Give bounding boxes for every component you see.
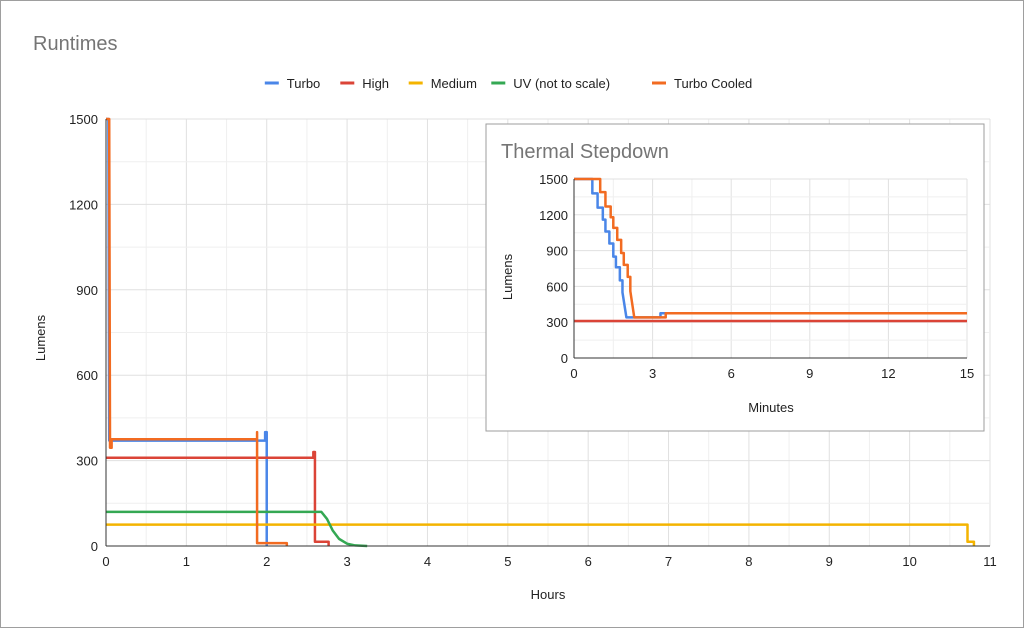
- main-x-axis-title: Hours: [531, 587, 566, 602]
- main-x-tick-label: 3: [343, 554, 350, 569]
- main-x-tick-label: 10: [902, 554, 916, 569]
- inset-x-tick-label: 0: [570, 366, 577, 381]
- main-y-tick-label: 600: [76, 368, 98, 383]
- main-x-tick-label: 1: [183, 554, 190, 569]
- inset-y-tick-label: 0: [561, 351, 568, 366]
- legend-item-turbo-cooled[interactable]: Turbo Cooled: [652, 76, 752, 91]
- inset-y-tick-label: 300: [546, 315, 568, 330]
- inset-y-tick-label: 600: [546, 279, 568, 294]
- inset-y-tick-label: 900: [546, 244, 568, 259]
- main-x-tick-label: 0: [102, 554, 109, 569]
- inset-x-tick-label: 12: [881, 366, 895, 381]
- inset-x-tick-label: 15: [960, 366, 974, 381]
- main-legend: Turbo High Medium UV (not to scale) Turbo Co…: [264, 76, 752, 91]
- main-series-turbo-cooled: [106, 117, 289, 546]
- main-x-tick-label: 5: [504, 554, 511, 569]
- inset-axes: 0 3 6 9 12 15 0 300 600 900 1200 1500: [539, 172, 974, 381]
- main-y-axis-title: Lumens: [33, 314, 48, 361]
- main-y-tick-label: 1200: [69, 197, 98, 212]
- main-x-tick-label: 2: [263, 554, 270, 569]
- main-x-tick-label: 11: [983, 554, 997, 569]
- main-x-tick-label: 4: [424, 554, 431, 569]
- main-series-uv-not-to-scale: [106, 510, 368, 548]
- main-x-tick-label: 6: [585, 554, 592, 569]
- main-chart-title: Runtimes: [33, 33, 117, 55]
- inset-series-turbo: [574, 177, 967, 319]
- main-x-tick-label: 7: [665, 554, 672, 569]
- main-series-high: [106, 450, 330, 546]
- main-y-tick-label: 300: [76, 454, 98, 469]
- legend-item-medium[interactable]: Medium: [408, 76, 477, 91]
- inset-series-turbo-cooled: [574, 177, 967, 319]
- inset-y-tick-label: 1200: [539, 208, 568, 223]
- legend-label: High: [362, 76, 389, 91]
- inset-x-tick-label: 9: [806, 366, 813, 381]
- inset-x-tick-label: 3: [649, 366, 656, 381]
- inset-y-tick-label: 1500: [539, 172, 568, 187]
- legend-item-uv-not-to-scale[interactable]: UV (not to scale): [491, 76, 610, 91]
- main-x-tick-label: 8: [745, 554, 752, 569]
- inset-frame: [485, 123, 985, 432]
- main-y-tick-label: 900: [76, 283, 98, 298]
- inset-chart-title: Thermal Stepdown: [501, 141, 669, 163]
- inset-series-group: [574, 177, 967, 323]
- legend-item-turbo[interactable]: Turbo: [264, 76, 320, 91]
- main-series-medium: [106, 523, 976, 546]
- legend-label: Turbo: [287, 76, 320, 91]
- legend-label: UV (not to scale): [513, 76, 610, 91]
- inset-x-axis-title: Minutes: [748, 400, 794, 415]
- inset-x-tick-label: 6: [728, 366, 735, 381]
- main-x-tick-label: 9: [826, 554, 833, 569]
- legend-label: Medium: [431, 76, 477, 91]
- main-y-tick-label: 1500: [69, 112, 98, 127]
- legend-item-high[interactable]: High: [340, 76, 389, 91]
- main-series-group: [106, 117, 976, 548]
- main-y-tick-label: 0: [91, 539, 98, 554]
- inset-y-axis-title: Lumens: [500, 253, 515, 300]
- legend-label: Turbo Cooled: [674, 76, 752, 91]
